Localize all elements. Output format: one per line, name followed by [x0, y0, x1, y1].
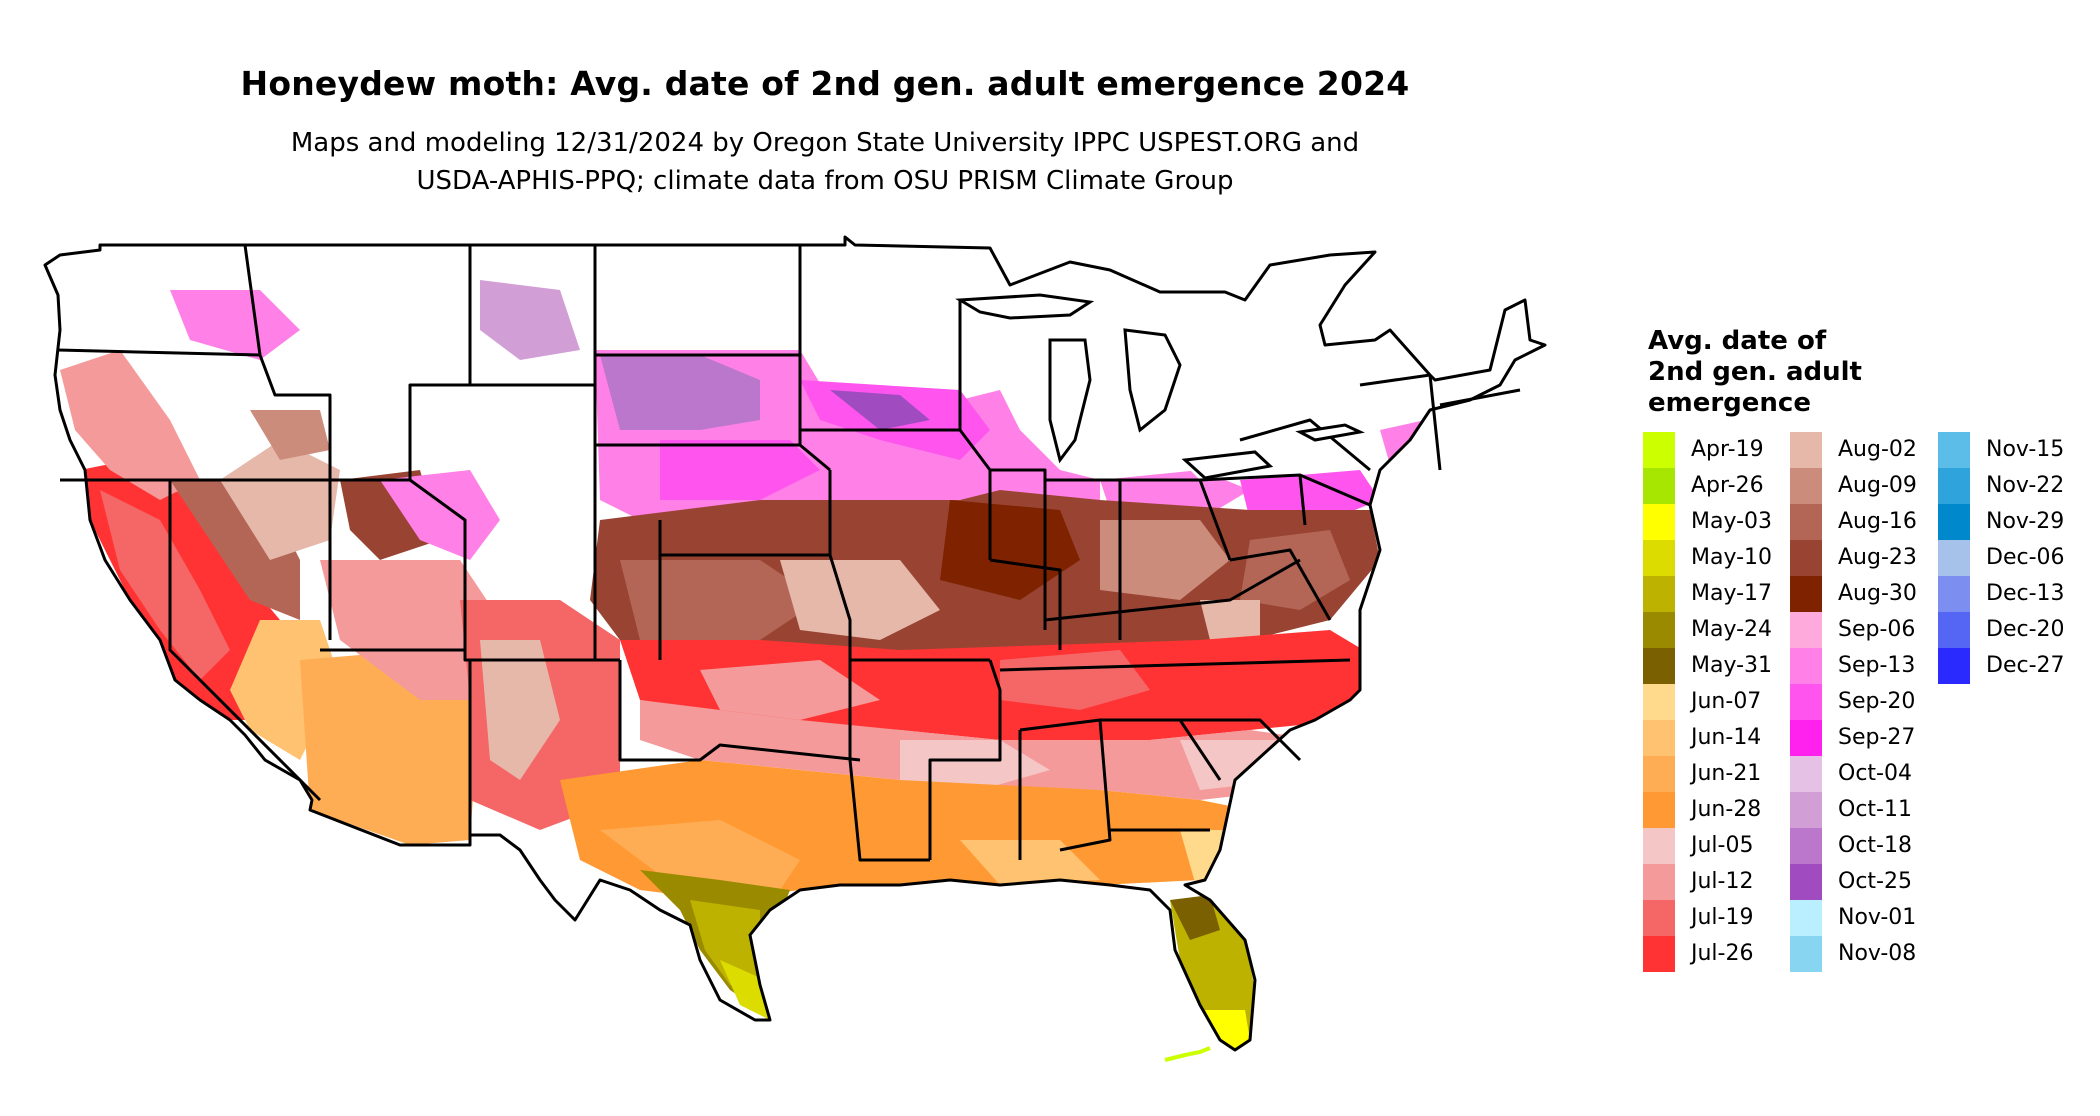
legend-label: Jun-07 [1691, 689, 1762, 714]
legend-label: Aug-23 [1838, 545, 1917, 570]
legend-label: Nov-29 [1986, 509, 2065, 534]
map-title: Honeydew moth: Avg. date of 2nd gen. adu… [240, 64, 1410, 103]
legend-swatch [1643, 720, 1675, 756]
legend-label: Aug-02 [1838, 437, 1917, 462]
legend-swatch [1790, 612, 1822, 648]
legend-label: Sep-20 [1838, 689, 1916, 714]
legend-title-line-2: 2nd gen. adult [1648, 357, 1862, 387]
subtitle-line-1: Maps and modeling 12/31/2024 by Oregon S… [290, 128, 1360, 158]
legend-label: Oct-18 [1838, 833, 1912, 858]
legend-swatch [1790, 756, 1822, 792]
legend-label: May-10 [1691, 545, 1773, 570]
legend-label: Jul-12 [1691, 869, 1754, 894]
legend-label: May-03 [1691, 509, 1773, 534]
legend-label: Sep-27 [1838, 725, 1916, 750]
legend-label: Oct-04 [1838, 761, 1912, 786]
legend-label: Jul-05 [1691, 833, 1754, 858]
legend-label: Dec-06 [1986, 545, 2065, 570]
legend-label: Jun-21 [1691, 761, 1762, 786]
legend-swatch [1643, 756, 1675, 792]
emergence-zones [60, 280, 1520, 1050]
legend-swatch [1790, 864, 1822, 900]
legend-label: Nov-15 [1986, 437, 2065, 462]
legend-swatch [1790, 648, 1822, 684]
legend-swatch [1643, 576, 1675, 612]
legend-swatch [1643, 540, 1675, 576]
legend-swatch [1643, 792, 1675, 828]
legend-swatch [1643, 828, 1675, 864]
legend-label: Dec-27 [1986, 653, 2065, 678]
legend-label: Sep-06 [1838, 617, 1916, 642]
legend-swatch [1790, 828, 1822, 864]
legend-label: May-24 [1691, 617, 1773, 642]
legend-swatch [1938, 468, 1970, 504]
legend-label: Aug-09 [1838, 473, 1917, 498]
legend-swatch [1790, 792, 1822, 828]
legend-swatch [1790, 900, 1822, 936]
legend-swatch [1790, 720, 1822, 756]
legend-swatch [1938, 540, 1970, 576]
legend-label: Oct-11 [1838, 797, 1912, 822]
legend-label: Jun-14 [1691, 725, 1762, 750]
legend-label: Dec-20 [1986, 617, 2065, 642]
florida-keys [1164, 1046, 1211, 1062]
legend-swatch [1938, 648, 1970, 684]
legend-swatch [1643, 612, 1675, 648]
legend-swatch [1938, 432, 1970, 468]
legend-swatch [1790, 684, 1822, 720]
legend-swatch [1790, 936, 1822, 972]
legend-label: Jun-28 [1691, 797, 1762, 822]
legend-label: Nov-01 [1838, 905, 1917, 930]
legend-swatch [1938, 576, 1970, 612]
legend-title: Avg. date of 2nd gen. adult emergence [1648, 326, 1928, 419]
legend-swatch [1790, 576, 1822, 612]
map-subtitle: Maps and modeling 12/31/2024 by Oregon S… [0, 124, 1650, 200]
legend-swatch [1643, 864, 1675, 900]
legend-label: May-31 [1691, 653, 1773, 678]
legend-swatch [1790, 468, 1822, 504]
legend-swatch [1643, 900, 1675, 936]
legend-label: Jul-26 [1691, 941, 1754, 966]
legend-label: Jul-19 [1691, 905, 1754, 930]
legend-label: May-17 [1691, 581, 1773, 606]
legend-swatch [1790, 432, 1822, 468]
state-boundaries [43, 235, 1547, 1052]
legend-swatch [1938, 612, 1970, 648]
legend-title-line-3: emergence [1648, 388, 1811, 418]
legend-title-line-1: Avg. date of [1648, 326, 1827, 356]
great-lakes [955, 293, 1365, 480]
legend-swatch [1938, 504, 1970, 540]
legend-swatch [1643, 504, 1675, 540]
legend-label: Nov-22 [1986, 473, 2065, 498]
legend-swatch [1643, 468, 1675, 504]
legend-label: Apr-19 [1691, 437, 1764, 462]
legend-swatch [1643, 684, 1675, 720]
legend-swatch [1790, 504, 1822, 540]
legend-label: Nov-08 [1838, 941, 1917, 966]
legend-label: Sep-13 [1838, 653, 1916, 678]
legend-label: Dec-13 [1986, 581, 2065, 606]
legend-label: Oct-25 [1838, 869, 1912, 894]
legend-swatch [1643, 936, 1675, 972]
subtitle-line-2: USDA-APHIS-PPQ; climate data from OSU PR… [416, 166, 1234, 196]
legend-label: Aug-16 [1838, 509, 1917, 534]
legend-swatch [1643, 432, 1675, 468]
legend-label: Aug-30 [1838, 581, 1917, 606]
legend-swatch [1643, 648, 1675, 684]
legend-swatch [1790, 540, 1822, 576]
legend-label: Apr-26 [1691, 473, 1764, 498]
